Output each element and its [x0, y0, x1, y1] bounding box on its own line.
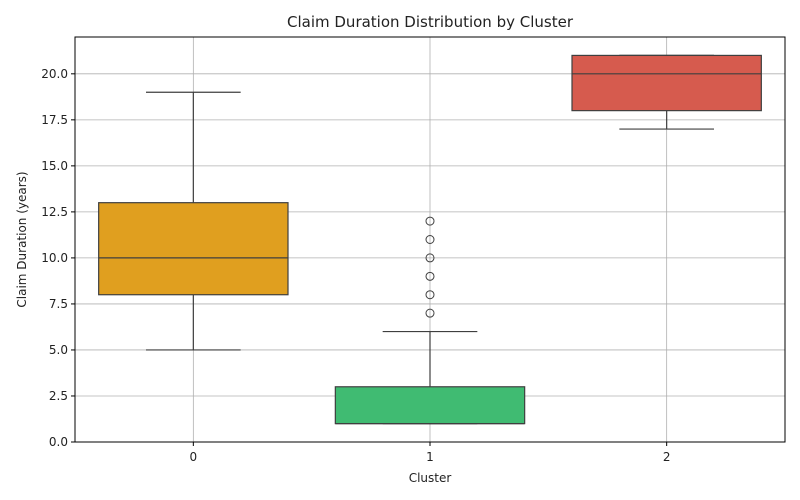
y-tick-label: 12.5 [41, 205, 68, 219]
y-tick-label: 7.5 [49, 297, 68, 311]
y-tick-label: 0.0 [49, 435, 68, 449]
chart-title: Claim Duration Distribution by Cluster [287, 13, 574, 31]
box-iqr [98, 202, 289, 296]
x-axis-label: Cluster [409, 471, 452, 485]
x-tick-label: 1 [426, 450, 434, 464]
y-tick-label: 17.5 [41, 113, 68, 127]
box-group-cluster-1 [334, 216, 526, 425]
outlier-point [425, 235, 435, 244]
box-iqr [571, 54, 762, 112]
x-tick-label: 2 [663, 450, 671, 464]
y-tick-label: 2.5 [49, 389, 68, 403]
outlier-point [425, 308, 435, 318]
outlier-point [425, 290, 435, 300]
outlier-point [425, 271, 435, 281]
axis-ticks: 0.0 2.5 5.0 7.5 10.0 12.5 15.0 17.5 20.0 0 1 2 [41, 67, 670, 464]
y-tick-label: 15.0 [41, 159, 68, 173]
outlier-point [425, 216, 435, 226]
y-tick-label: 20.0 [41, 67, 68, 81]
box-iqr [334, 386, 526, 425]
boxes [98, 54, 762, 425]
outlier-point [425, 253, 435, 263]
x-tick-label: 0 [190, 450, 198, 464]
y-tick-label: 10.0 [41, 251, 68, 265]
box-group-cluster-2 [571, 54, 762, 130]
box-group-cluster-0 [98, 91, 289, 351]
y-axis-label: Claim Duration (years) [15, 171, 29, 307]
y-tick-label: 5.0 [49, 343, 68, 357]
